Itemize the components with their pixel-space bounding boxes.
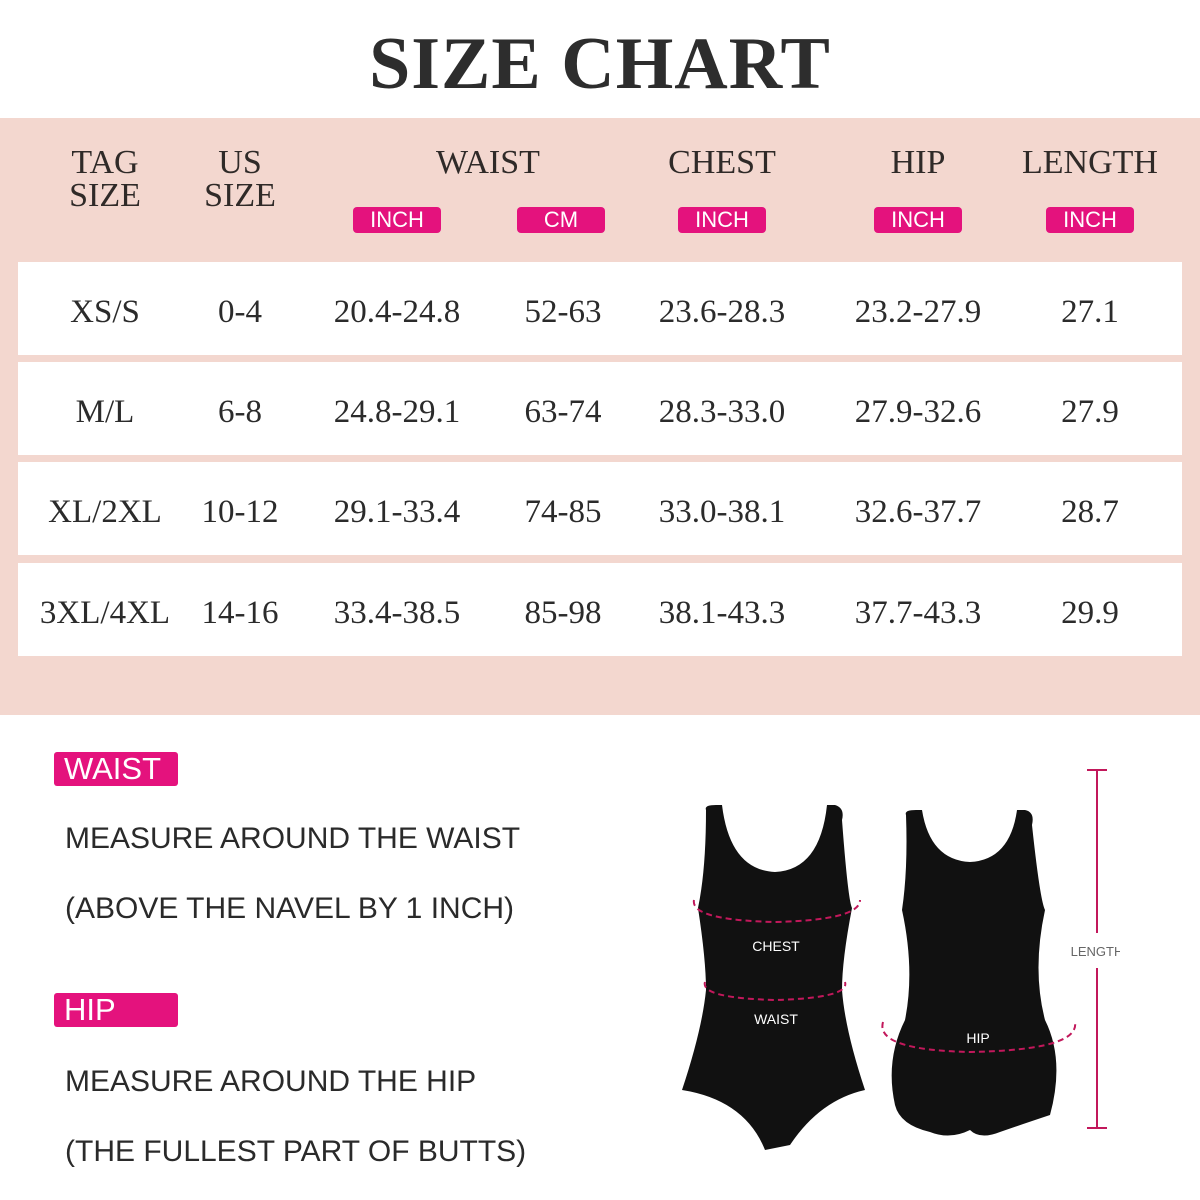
bodysuit-illustration: CHEST WAIST HIP LENGTH xyxy=(682,769,1120,1150)
table-cell: 85-98 xyxy=(524,595,602,631)
unit-badge-waist-inch: INCH xyxy=(353,207,441,233)
table-row: 3XL/4XL 14-16 33.4-38.5 85-98 38.1-43.3 37.7-… xyxy=(18,563,1182,656)
header-chest: CHEST xyxy=(668,144,776,181)
table-cell: 33.4-38.5 xyxy=(333,595,461,631)
hip-instruction-1: MEASURE AROUND THE HIP xyxy=(65,1065,477,1098)
table-cell: XL/2XL xyxy=(48,494,162,530)
header-hip: HIP xyxy=(890,144,946,181)
chest-figure-label: CHEST xyxy=(752,938,800,954)
table-cell: 27.1 xyxy=(1061,294,1119,330)
waist-instruction-1: MEASURE AROUND THE WAIST xyxy=(65,822,521,855)
table-cell: 23.6-28.3 xyxy=(658,294,786,330)
waist-instruction-2: (ABOVE THE NAVEL BY 1 INCH) xyxy=(65,892,515,925)
table-row: XL/2XL 10-12 29.1-33.4 74-85 33.0-38.1 32.6-3… xyxy=(18,462,1182,555)
table-cell: 52-63 xyxy=(524,294,602,330)
unit-badge-chest-inch: INCH xyxy=(678,207,766,233)
table-cell: 20.4-24.8 xyxy=(333,294,461,330)
hip-figure-label: HIP xyxy=(966,1030,989,1046)
table-cell: XS/S xyxy=(70,294,140,330)
unit-badge-length-inch: INCH xyxy=(1046,207,1134,233)
table-cell: 74-85 xyxy=(524,494,602,530)
unit-badge-hip-inch: INCH xyxy=(874,207,962,233)
table-cell: 63-74 xyxy=(524,394,602,430)
table-cell: 27.9-32.6 xyxy=(854,394,982,430)
length-figure-label: LENGTH xyxy=(1071,944,1120,959)
table-cell: 27.9 xyxy=(1061,394,1119,430)
header-line: US xyxy=(218,144,262,181)
waist-measure-line xyxy=(703,981,847,1002)
table-cell: 29.9 xyxy=(1061,595,1119,631)
table-cell: M/L xyxy=(75,394,135,430)
table-cell: 6-8 xyxy=(218,394,262,430)
table-row: M/L 6-8 24.8-29.1 63-74 28.3-33.0 27.9-32.6 27… xyxy=(18,362,1182,455)
table-cell: 33.0-38.1 xyxy=(658,494,786,530)
table-cell: 23.2-27.9 xyxy=(854,294,982,330)
table-cell: 37.7-43.3 xyxy=(854,595,982,631)
header-waist: WAIST xyxy=(436,144,540,181)
table-cell: 38.1-43.3 xyxy=(658,595,786,631)
page-title: SIZE CHART xyxy=(369,23,831,105)
hip-instruction-2: (THE FULLEST PART OF BUTTS) xyxy=(65,1135,527,1168)
table-cell: 10-12 xyxy=(201,494,279,530)
table-cell: 3XL/4XL xyxy=(39,595,171,631)
header-line: SIZE xyxy=(204,177,276,214)
hip-measure-line xyxy=(881,1021,1077,1054)
table-cell: 32.6-37.7 xyxy=(854,494,982,530)
chest-measure-line xyxy=(692,899,861,924)
header-line: TAG xyxy=(71,144,139,181)
header-line: SIZE xyxy=(69,177,141,214)
header-length: LENGTH xyxy=(1022,144,1158,181)
waist-label: WAIST xyxy=(54,752,178,786)
hip-label: HIP xyxy=(54,993,178,1027)
header-tag-size: TAG SIZE xyxy=(69,144,141,214)
table-cell: 14-16 xyxy=(201,595,279,631)
table-cell: 28.3-33.0 xyxy=(658,394,786,430)
bodysuit-front xyxy=(682,805,865,1150)
table-cell: 24.8-29.1 xyxy=(333,394,461,430)
unit-badge-waist-cm: CM xyxy=(517,207,605,233)
table-cell: 0-4 xyxy=(218,294,262,330)
header-us-size: US SIZE xyxy=(204,144,276,214)
table-cell: 28.7 xyxy=(1061,494,1119,530)
bodysuit-back xyxy=(891,810,1057,1136)
table-row: XS/S 0-4 20.4-24.8 52-63 23.6-28.3 23.2-27.9 2… xyxy=(18,262,1182,355)
table-cell: 29.1-33.4 xyxy=(333,494,461,530)
waist-figure-label: WAIST xyxy=(754,1011,798,1027)
